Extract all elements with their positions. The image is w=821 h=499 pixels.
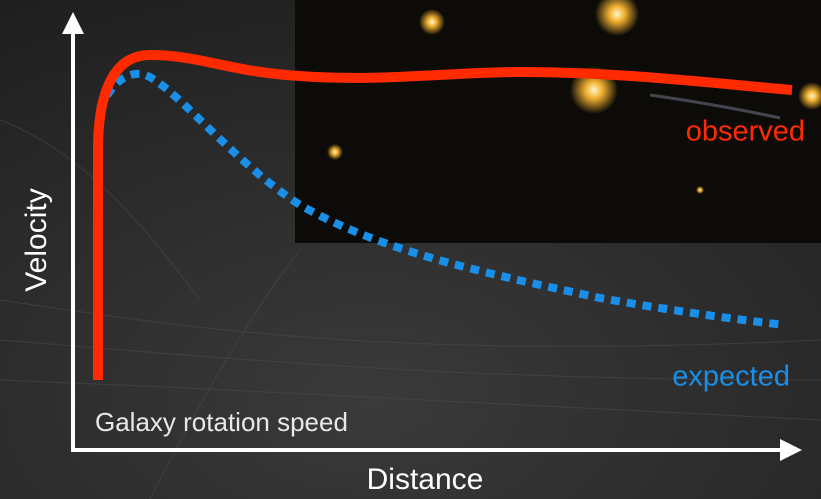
- page: observed expected Galaxy rotation speed …: [0, 0, 821, 499]
- expected-label: expected: [672, 361, 790, 393]
- y-axis-label: Velocity: [20, 188, 53, 291]
- caption: Galaxy rotation speed: [95, 407, 348, 437]
- slide: observed expected Galaxy rotation speed …: [0, 0, 821, 499]
- x-axis-label: Distance: [367, 463, 484, 496]
- observed-label: observed: [686, 116, 805, 148]
